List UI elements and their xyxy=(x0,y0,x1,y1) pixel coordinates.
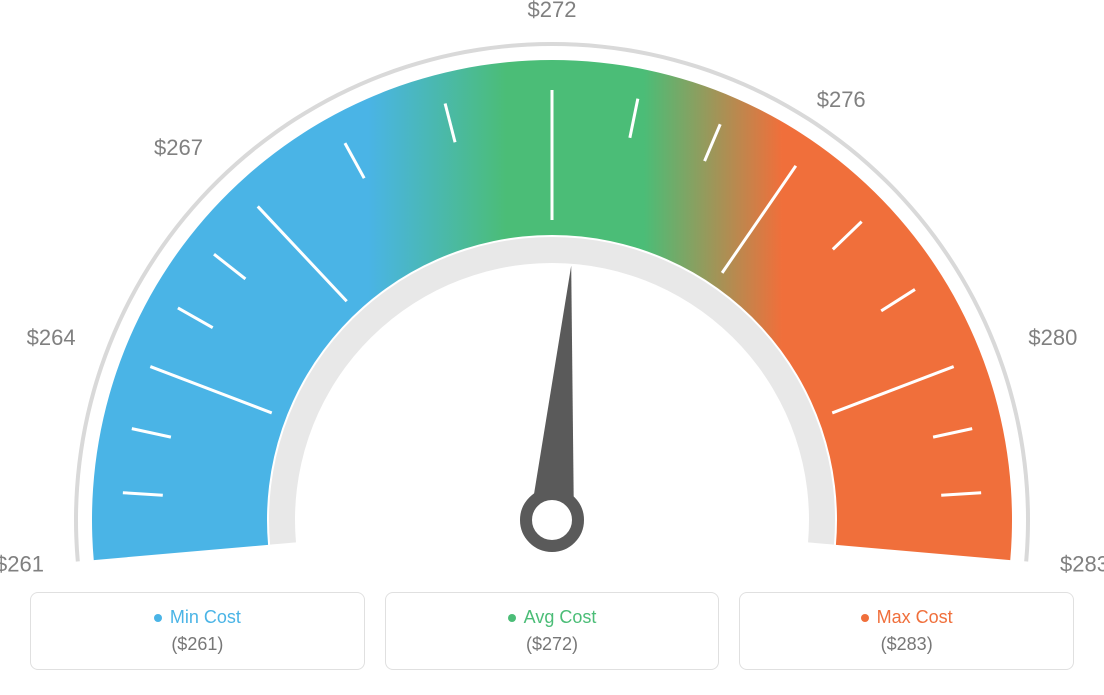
legend-title-max: Max Cost xyxy=(861,607,953,628)
legend-dot-avg xyxy=(508,614,516,622)
legend-label-min: Min Cost xyxy=(170,607,241,628)
legend-row: Min Cost ($261) Avg Cost ($272) Max Cost… xyxy=(0,592,1104,670)
legend-title-avg: Avg Cost xyxy=(508,607,597,628)
legend-dot-min xyxy=(154,614,162,622)
gauge-chart-container: $261 $264 $267 $272 $276 $280 $283 Min Cost ($… xyxy=(0,0,1104,690)
gauge-needle xyxy=(530,266,574,522)
needle-hub xyxy=(526,494,578,546)
tick-label: $264 xyxy=(27,325,76,350)
tick-label: $280 xyxy=(1028,325,1077,350)
legend-title-min: Min Cost xyxy=(154,607,241,628)
legend-box-min: Min Cost ($261) xyxy=(30,592,365,670)
legend-box-max: Max Cost ($283) xyxy=(739,592,1074,670)
legend-value-min: ($261) xyxy=(41,634,354,655)
tick-label: $272 xyxy=(528,0,577,22)
legend-dot-max xyxy=(861,614,869,622)
gauge-svg: $261 $264 $267 $272 $276 $280 $283 xyxy=(0,0,1104,690)
legend-value-max: ($283) xyxy=(750,634,1063,655)
legend-box-avg: Avg Cost ($272) xyxy=(385,592,720,670)
tick-label: $261 xyxy=(0,551,44,576)
legend-label-avg: Avg Cost xyxy=(524,607,597,628)
tick-label: $267 xyxy=(154,135,203,160)
legend-value-avg: ($272) xyxy=(396,634,709,655)
tick-label: $283 xyxy=(1060,551,1104,576)
legend-label-max: Max Cost xyxy=(877,607,953,628)
tick-label: $276 xyxy=(817,87,866,112)
